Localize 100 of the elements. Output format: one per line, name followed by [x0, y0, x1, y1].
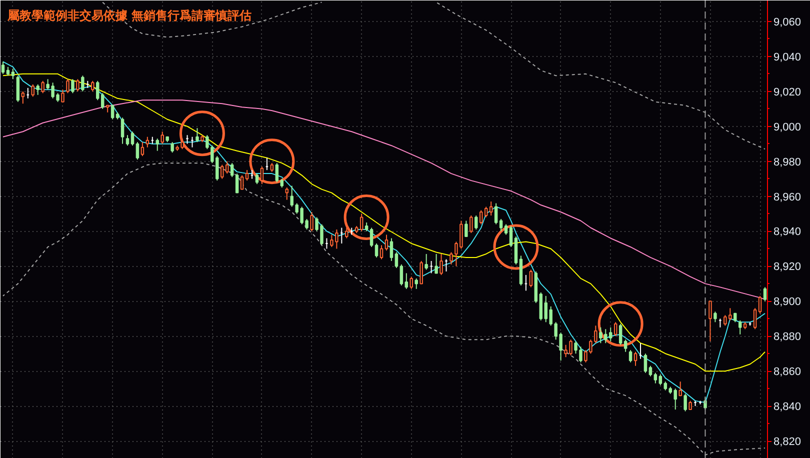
candlestick — [414, 278, 418, 290]
candlestick — [658, 374, 662, 386]
candlestick — [170, 142, 174, 154]
candlestick — [156, 138, 160, 152]
candlestick — [499, 218, 503, 232]
candlestick — [678, 381, 682, 396]
candlestick — [404, 272, 408, 290]
candlestick — [654, 372, 658, 384]
y-tick-label: 8,940 — [774, 226, 802, 238]
y-tick-label: 8,860 — [774, 366, 802, 378]
candlestick — [509, 226, 513, 248]
candlestick — [400, 264, 404, 286]
y-tick-label: 8,920 — [774, 261, 802, 274]
candlestick — [394, 252, 398, 268]
candlestick — [71, 78, 74, 94]
candlestick — [100, 92, 104, 110]
candlestick — [494, 202, 498, 225]
candlestick — [235, 173, 239, 194]
candlestick — [589, 339, 592, 354]
candlestick — [76, 78, 80, 92]
y-tick-label: 8,820 — [774, 436, 802, 448]
candlestick — [245, 170, 249, 182]
candlestick — [146, 136, 150, 148]
candlestick — [31, 84, 34, 98]
line-series — [102, 2, 322, 38]
candlestick — [758, 295, 762, 314]
candlestick — [753, 308, 757, 330]
y-tick-label: 8,880 — [774, 331, 802, 344]
candlestick — [470, 215, 473, 234]
candlestick — [126, 134, 130, 146]
candlestick — [1, 61, 5, 74]
candlestick — [410, 276, 414, 290]
candlestick — [480, 210, 483, 225]
candlestick — [579, 346, 582, 363]
point — [598, 301, 644, 347]
candlestick — [644, 353, 648, 374]
point — [344, 194, 390, 240]
candlestick — [41, 80, 44, 94]
candlestick — [380, 244, 384, 260]
line-series — [436, 2, 766, 150]
candlestick — [136, 142, 140, 160]
candlestick — [648, 365, 652, 377]
candlestick — [240, 174, 244, 190]
candlestick — [424, 253, 428, 270]
candlestick — [275, 162, 279, 183]
candlestick — [684, 393, 687, 412]
line-series — [2, 162, 766, 456]
candlestick — [360, 213, 364, 232]
candlestick — [120, 117, 124, 144]
candlestick — [628, 350, 632, 363]
candlestick — [16, 75, 20, 102]
candlestick — [504, 224, 508, 236]
candlestick — [464, 220, 468, 237]
y-tick-label: 9,040 — [774, 51, 802, 64]
point — [249, 138, 295, 184]
candlestick — [484, 206, 488, 218]
candlestick — [440, 253, 443, 276]
candlestick — [529, 269, 533, 288]
candlestick — [390, 238, 394, 262]
text: 屬教學範例非交易依據 無銷售行爲請審慎評估 — [6, 8, 252, 22]
candlestick — [230, 162, 234, 178]
line-series — [2, 100, 766, 300]
candlestick — [110, 104, 114, 120]
candlestick — [196, 128, 199, 143]
candlestick — [384, 234, 388, 251]
candlestick — [66, 78, 70, 94]
candlestick — [618, 323, 622, 346]
candlestick — [708, 300, 712, 342]
candlestick — [634, 351, 638, 366]
candlestick — [81, 75, 84, 92]
y-tick-label: 8,980 — [774, 156, 802, 168]
candlestick — [160, 131, 164, 144]
candlestick — [474, 215, 478, 230]
candlestick — [574, 340, 578, 354]
y-tick-label: 9,000 — [774, 121, 802, 134]
y-tick-label: 8,840 — [774, 401, 802, 414]
candlestick — [140, 142, 144, 157]
candlestick — [434, 253, 438, 274]
candlestick — [370, 227, 374, 248]
candlestick — [36, 84, 40, 96]
candlestick — [91, 80, 94, 92]
candlestick — [285, 187, 288, 200]
candlestick — [763, 286, 767, 302]
y-tick-label: 8,960 — [774, 191, 802, 204]
candlestick — [374, 242, 378, 258]
candlestick — [714, 311, 717, 323]
candlestick — [738, 320, 742, 335]
candlestick — [624, 339, 628, 352]
y-tick-label: 9,060 — [774, 16, 802, 28]
candlestick — [96, 80, 100, 101]
candlestick — [450, 252, 453, 265]
point — [493, 224, 539, 270]
candlestick — [130, 131, 134, 146]
candlestick — [310, 212, 314, 232]
y-tick-label: 9,020 — [774, 86, 802, 98]
candlestick — [61, 89, 64, 102]
candlestick — [255, 173, 259, 185]
candlestick — [11, 68, 15, 80]
candlestick — [584, 350, 588, 363]
point — [179, 110, 225, 156]
